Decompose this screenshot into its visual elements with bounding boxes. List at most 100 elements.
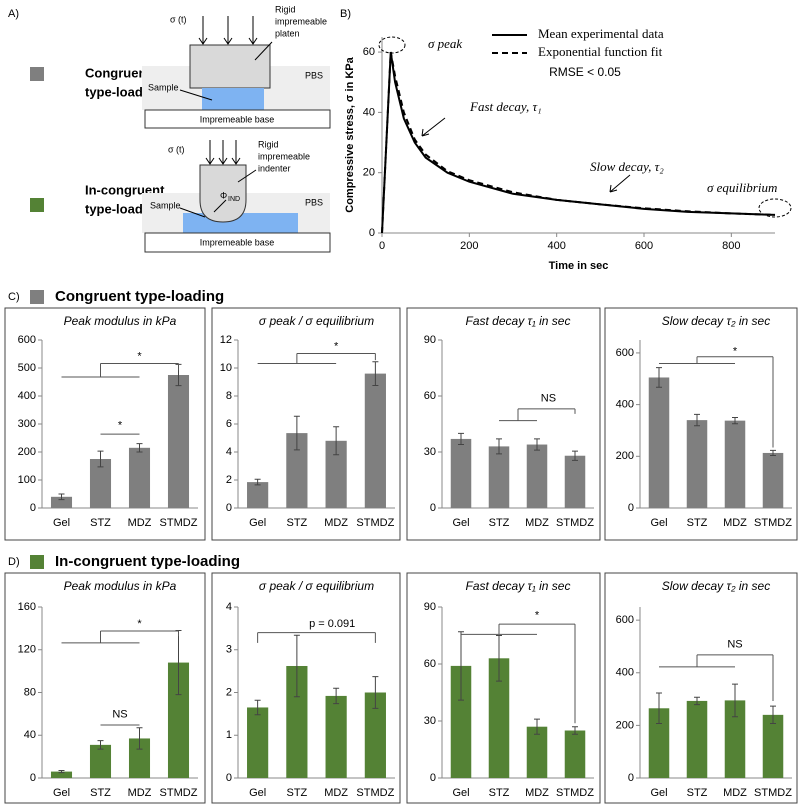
bar — [167, 662, 190, 778]
error-bar — [372, 676, 379, 709]
significance: * — [535, 609, 540, 621]
x-tick-label: Gel — [650, 787, 667, 799]
x-tick-label: 400 — [547, 240, 565, 252]
bar — [167, 375, 190, 508]
legend-label: Mean experimental data — [538, 26, 664, 41]
y-tick-label: 600 — [18, 334, 36, 346]
x-tick-label: STZ — [489, 517, 510, 529]
error-bar — [694, 413, 700, 427]
force-label: σ (t) — [170, 14, 187, 24]
x-tick-label: Gel — [452, 787, 469, 799]
y-tick-label: 10 — [220, 362, 232, 374]
error-bar — [694, 696, 700, 706]
y-tick-label: 1 — [226, 729, 232, 741]
y-tick-label: 0 — [30, 772, 36, 784]
y-tick-label: 0 — [226, 502, 232, 514]
y-tick-label: 90 — [424, 334, 436, 346]
x-tick-label: Gel — [53, 517, 70, 529]
error-bar — [496, 438, 502, 455]
y-tick-label: 0 — [628, 772, 634, 784]
bar — [648, 377, 670, 508]
x-tick-label: STZ — [90, 517, 111, 529]
y-tick-label: 400 — [18, 390, 36, 402]
bar — [724, 700, 746, 778]
y-tick-label: 40 — [363, 106, 375, 118]
panel-label: A) — [8, 8, 19, 20]
section-swatch — [30, 290, 44, 304]
bar — [488, 446, 510, 508]
bar — [686, 700, 708, 778]
panel-label: B) — [340, 8, 351, 20]
x-tick-label: STMDZ — [356, 517, 394, 529]
y-tick-label: 80 — [24, 686, 36, 698]
angle-label: Φ — [220, 190, 227, 200]
callout — [758, 198, 792, 218]
legend-label: Exponential function fit — [538, 44, 663, 59]
bar — [648, 708, 670, 778]
medium-label: PBS — [305, 70, 323, 80]
significance: * — [334, 341, 339, 353]
y-tick-label: 0 — [430, 502, 436, 514]
y-tick-label: 500 — [18, 362, 36, 374]
error-bar — [572, 726, 578, 735]
y-tick-label: 60 — [424, 658, 436, 670]
significance: NS — [541, 393, 556, 405]
error-bar — [333, 687, 340, 705]
indenter-label: impremeable — [258, 151, 310, 161]
chart-title: Peak modulus in kPa — [64, 314, 177, 328]
bar — [686, 420, 708, 508]
x-tick-label: STZ — [489, 787, 510, 799]
x-tick-label: STMDZ — [160, 787, 198, 799]
series-line — [381, 51, 776, 234]
platen-label: Rigid — [275, 4, 296, 14]
x-tick-label: Gel — [249, 517, 266, 529]
bar — [450, 438, 472, 508]
y-tick-label: 2 — [226, 474, 232, 486]
platen — [189, 44, 271, 89]
sample-label: Sample — [150, 200, 181, 210]
legend-swatch — [30, 198, 44, 212]
x-tick-label: MDZ — [324, 787, 348, 799]
bar — [247, 482, 269, 508]
x-tick-label: STMDZ — [160, 517, 198, 529]
y-tick-label: 3 — [226, 644, 232, 656]
indenter-label: indenter — [258, 163, 291, 173]
y-tick-label: 8 — [226, 390, 232, 402]
medium-label: PBS — [305, 197, 323, 207]
x-tick-label: STZ — [687, 787, 708, 799]
y-tick-label: 300 — [18, 418, 36, 430]
force-label: σ (t) — [168, 144, 185, 154]
y-tick-label: 600 — [616, 347, 634, 359]
significance: p = 0.091 — [309, 618, 355, 630]
bar — [325, 695, 347, 778]
x-tick-label: STZ — [286, 787, 307, 799]
y-tick-label: 4 — [226, 601, 232, 613]
bar — [564, 730, 586, 778]
section-swatch — [30, 555, 44, 569]
chart-frame — [4, 572, 206, 804]
section-title: In-congruent type-loading — [55, 553, 240, 570]
error-bar — [58, 770, 65, 774]
x-tick-label: 600 — [635, 240, 653, 252]
y-tick-label: 6 — [226, 418, 232, 430]
y-tick-label: 400 — [616, 399, 634, 411]
angle-sub: IND — [228, 196, 240, 203]
bar — [762, 714, 784, 778]
y-tick-label: 12 — [220, 334, 232, 346]
y-tick-label: 60 — [424, 390, 436, 402]
y-tick-label: 120 — [18, 644, 36, 656]
annotation: σ peak — [428, 36, 462, 51]
indenter — [199, 164, 247, 223]
chart-title: σ peak / σ equilibrium — [259, 579, 374, 593]
y-tick-label: 100 — [18, 474, 36, 486]
sample — [202, 88, 264, 110]
bar — [247, 707, 269, 778]
error-bar — [97, 740, 104, 750]
x-tick-label: STMDZ — [356, 787, 394, 799]
bar — [526, 726, 548, 778]
significance: * — [118, 420, 123, 432]
y-tick-label: 0 — [369, 227, 375, 239]
bar — [286, 665, 308, 778]
y-tick-label: 160 — [18, 601, 36, 613]
bar — [89, 744, 112, 778]
